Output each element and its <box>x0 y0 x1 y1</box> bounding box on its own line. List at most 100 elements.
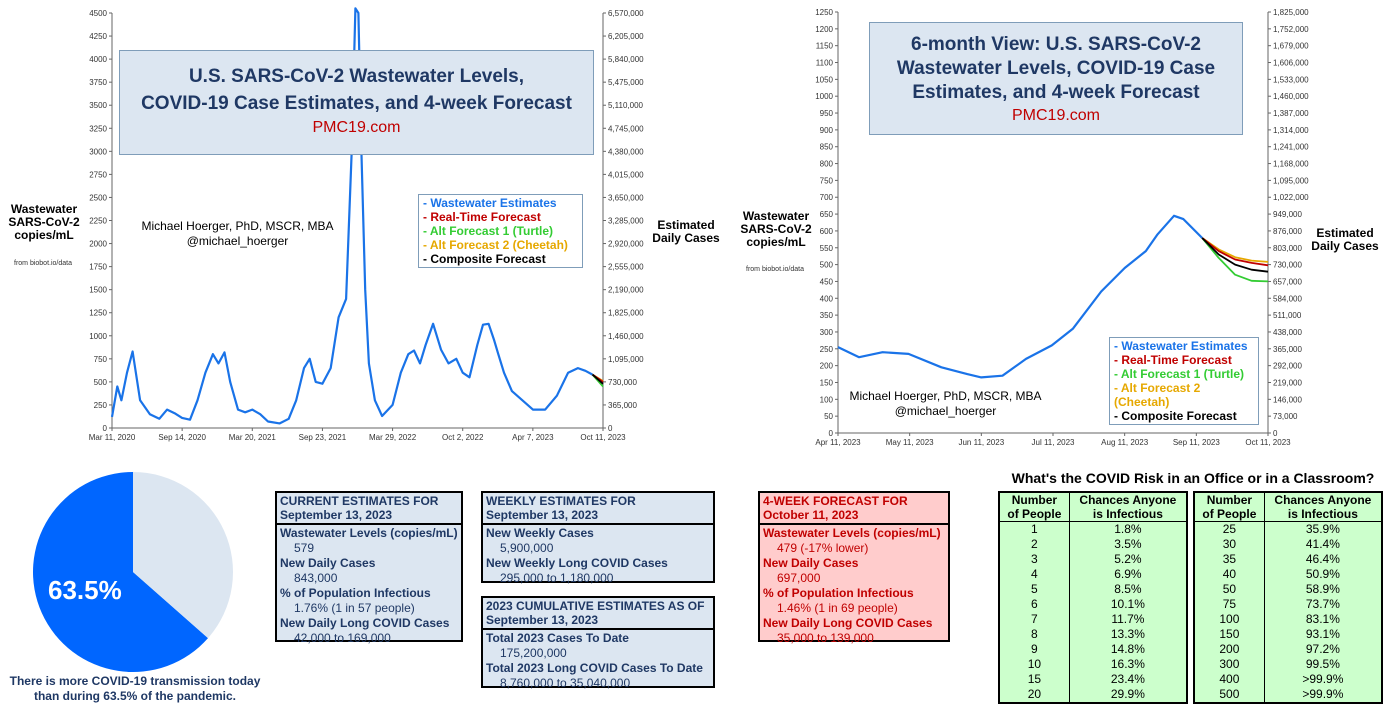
forecast-ww-value: 479 (-17% lower) <box>777 541 869 555</box>
y-tick-label-left: 1500 <box>89 286 107 295</box>
y-tick-label-left: 1150 <box>816 42 834 51</box>
risk-col-people: Number of People <box>1194 492 1265 522</box>
y-tick-label-right: 438,000 <box>1273 328 1302 337</box>
forecast-lc-label: New Daily Long COVID Cases <box>763 616 933 630</box>
risk-row: 300 99.5% <box>1194 657 1382 672</box>
y-tick-label-right: 146,000 <box>1273 395 1302 404</box>
risk-title: What's the COVID Risk in an Office or in… <box>1011 470 1375 486</box>
weekly-lc-value: 295,000 to 1,180,000 <box>500 571 614 585</box>
y-tick-label-right: 2,920,000 <box>608 240 644 249</box>
y-tick-label-right: 1,168,000 <box>1273 160 1309 169</box>
risk-chance-cell: 35.9% <box>1263 521 1382 537</box>
pie-slice-rest <box>133 472 233 639</box>
y-tick-label-left: 3750 <box>89 78 107 87</box>
chart-1-legend: - Wastewater Estimates - Real-Time Forec… <box>418 194 583 268</box>
x-tick-label: Jul 11, 2023 <box>1032 438 1076 447</box>
y-tick-label-left: 500 <box>94 378 108 387</box>
y-tick-label-right: 0 <box>1273 429 1278 438</box>
chart-1-source: from biobot.io/data <box>14 260 72 267</box>
risk-chance-cell: 16.3% <box>1068 657 1187 672</box>
risk-chance-cell: 97.2% <box>1263 642 1382 657</box>
legend-realtime: - Real-Time Forecast <box>1114 353 1232 367</box>
x-tick-label: Mar 20, 2021 <box>229 433 277 442</box>
risk-row: 50 58.9% <box>1194 582 1382 597</box>
risk-chance-cell: 83.1% <box>1263 612 1382 627</box>
y-tick-label-right: 6,570,000 <box>608 9 644 18</box>
y-tick-label-right: 1,241,000 <box>1273 143 1309 152</box>
risk-people-cell: 40 <box>1222 567 1237 581</box>
chart-2-ylabel-left: Wastewater SARS-CoV-2 copies/mL <box>740 209 812 249</box>
risk-chance-cell: 50.9% <box>1263 567 1382 582</box>
y-tick-label-right: 1,606,000 <box>1273 59 1309 68</box>
y-tick-label-left: 1000 <box>89 332 107 341</box>
y-tick-label-left: 600 <box>820 227 834 236</box>
y-tick-label-right: 1,387,000 <box>1273 109 1309 118</box>
risk-row: 8 13.3% <box>999 627 1187 642</box>
x-tick-label: Oct 2, 2022 <box>442 433 484 442</box>
risk-people-cell: 100 <box>1219 612 1240 626</box>
risk-chance-cell: 58.9% <box>1263 582 1382 597</box>
risk-chance-cell: 5.2% <box>1068 552 1187 567</box>
chart-2-site: PMC19.com <box>1011 107 1101 124</box>
y-tick-label-right: 1,095,000 <box>1273 176 1309 185</box>
y-tick-label-left: 3000 <box>89 147 107 156</box>
y-tick-label-left: 4500 <box>89 9 107 18</box>
risk-row: 40 50.9% <box>1194 567 1382 582</box>
x-tick-label: Oct 11, 2023 <box>580 433 626 442</box>
y-tick-label-right: 1,314,000 <box>1273 126 1309 135</box>
weekly-estimates-header: WEEKLY ESTIMATES FOR September 13, 2023 <box>483 493 713 525</box>
y-tick-label-right: 0 <box>608 424 613 433</box>
chart-1-site: PMC19.com <box>312 119 401 136</box>
risk-chance-cell: 23.4% <box>1068 672 1187 687</box>
legend-wastewater: - Wastewater Estimates <box>1114 339 1248 353</box>
x-tick-label: Apr 11, 2023 <box>815 438 861 447</box>
chart-2-ylabel-right: Estimated Daily Cases <box>1311 226 1379 253</box>
y-tick-label-right: 1,460,000 <box>608 332 644 341</box>
risk-row: 500 >99.9% <box>1194 687 1382 703</box>
y-tick-label-left: 2500 <box>89 193 107 202</box>
y-tick-label-right: 292,000 <box>1273 362 1302 371</box>
risk-row: 15 23.4% <box>999 672 1187 687</box>
risk-people-cell: 4 <box>1031 567 1038 581</box>
y-tick-label-right: 4,380,000 <box>608 147 644 156</box>
cumulative-cases-value: 175,200,000 <box>500 646 567 660</box>
risk-people-cell: 500 <box>1219 687 1240 701</box>
risk-chance-cell: >99.9% <box>1263 672 1382 687</box>
y-tick-label-right: 803,000 <box>1273 244 1302 253</box>
chart-2-title-box: 6-month View: U.S. SARS-CoV-2 Wastewater… <box>869 22 1243 135</box>
risk-people-cell: 9 <box>1031 642 1038 656</box>
y-tick-label-left: 950 <box>820 109 834 118</box>
y-tick-label-left: 1050 <box>815 75 833 84</box>
risk-people-cell: 5 <box>1031 582 1038 596</box>
risk-row: 20 29.9% <box>999 687 1187 703</box>
y-tick-label-right: 365,000 <box>608 401 637 410</box>
risk-people-cell: 75 <box>1222 597 1237 611</box>
weekly-estimates-box: WEEKLY ESTIMATES FOR September 13, 2023 … <box>481 491 715 585</box>
y-tick-label-left: 700 <box>820 193 834 202</box>
risk-row: 3 5.2% <box>999 552 1187 567</box>
y-tick-label-right: 1,460,000 <box>1273 92 1309 101</box>
x-tick-label: May 11, 2023 <box>886 438 934 447</box>
y-tick-label-left: 550 <box>820 244 834 253</box>
risk-row: 5 8.5% <box>999 582 1187 597</box>
series-line-realtime <box>1201 237 1269 267</box>
risk-people-cell: 1 <box>1031 522 1038 536</box>
risk-chance-cell: 99.5% <box>1263 657 1382 672</box>
risk-col-chance: Chances Anyone is Infectious <box>1068 492 1187 522</box>
legend-composite: - Composite Forecast <box>1114 409 1237 423</box>
y-tick-label-right: 657,000 <box>1273 277 1302 286</box>
y-tick-label-left: 900 <box>820 126 834 135</box>
y-tick-label-right: 1,095,000 <box>608 355 644 364</box>
y-tick-label-left: 850 <box>820 143 834 152</box>
y-tick-label-left: 250 <box>94 401 108 410</box>
chart-1-ylabel-right: Estimated Daily Cases <box>652 218 720 245</box>
y-tick-label-left: 3500 <box>89 101 107 110</box>
risk-people-cell: 25 <box>1222 522 1237 536</box>
y-tick-label-right: 4,745,000 <box>608 124 644 133</box>
risk-col-chance: Chances Anyone is Infectious <box>1263 492 1382 522</box>
y-tick-label-left: 400 <box>820 294 834 303</box>
x-tick-label: Sep 11, 2023 <box>1173 438 1221 447</box>
y-tick-label-left: 450 <box>820 277 834 286</box>
risk-row: 30 41.4% <box>1194 537 1382 552</box>
risk-people-cell: 20 <box>1027 687 1042 701</box>
